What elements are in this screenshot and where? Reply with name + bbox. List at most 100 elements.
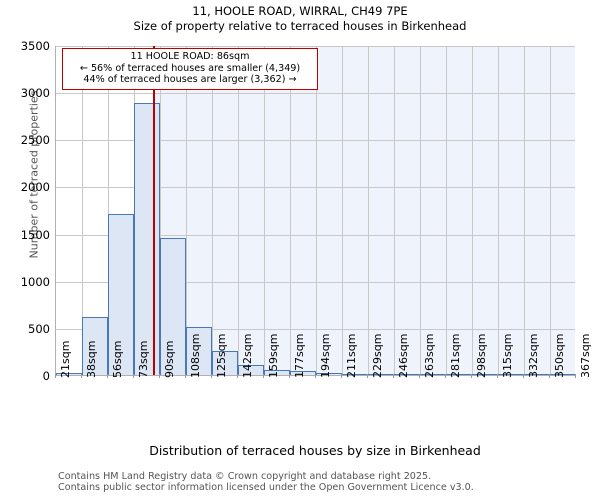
x-axis-tick-mark	[185, 374, 186, 378]
x-axis-tick-label: 367sqm	[579, 333, 592, 378]
gridline-horizontal	[56, 281, 575, 283]
gridline-vertical	[186, 46, 187, 375]
x-axis-tick-mark	[393, 374, 394, 378]
x-axis-tick-label: 159sqm	[267, 333, 280, 378]
plot-area	[55, 46, 576, 376]
gridline-vertical	[212, 46, 213, 375]
x-axis-tick-label: 263sqm	[423, 333, 436, 378]
y-axis-tick-label: 2500	[20, 133, 50, 148]
footer-line-1: Contains HM Land Registry data © Crown c…	[58, 471, 432, 482]
x-axis-tick-mark	[237, 374, 238, 378]
footer-attribution: Contains HM Land Registry data © Crown c…	[58, 471, 598, 493]
gridline-vertical	[160, 46, 161, 375]
chart-title: 11, HOOLE ROAD, WIRRAL, CH49 7PE	[192, 4, 408, 18]
gridline-vertical	[368, 46, 369, 375]
gridline-vertical	[82, 46, 83, 375]
x-axis-title: Distribution of terraced houses by size …	[149, 443, 481, 458]
x-axis-tick-mark	[497, 374, 498, 378]
histogram-bar	[290, 370, 316, 375]
x-axis-tick-label: 281sqm	[449, 333, 462, 378]
x-axis-tick-labels: 21sqm 38sqm 56sqm 73sqm 90sqm 108sqm 125sqm 142…	[55, 334, 592, 438]
gridline-horizontal	[56, 187, 575, 189]
chart-title-block: 11, HOOLE ROAD, WIRRAL, CH49 7PE Size of…	[0, 4, 600, 34]
x-axis-tick-mark	[471, 374, 472, 378]
histogram-bar	[56, 372, 82, 375]
histogram-bar	[186, 326, 212, 375]
y-axis-tick-labels: 0 500 1000 1500 2000 2500 3000 3500	[0, 39, 50, 383]
y-axis-tick-label: 0	[42, 369, 50, 383]
y-axis-tick-label: 3500	[20, 39, 50, 53]
x-axis-tick-label: 177sqm	[293, 333, 306, 378]
y-axis-tick-label: 2000	[20, 180, 50, 195]
y-axis-tick-label: 1500	[20, 227, 50, 242]
x-axis-tick-label: 246sqm	[397, 333, 410, 378]
x-axis-tick-label: 229sqm	[371, 333, 384, 378]
property-size-marker-line	[152, 46, 155, 375]
x-axis-tick-label: 56sqm	[111, 340, 124, 378]
gridline-vertical	[420, 46, 421, 375]
footer-line-2: Contains public sector information licen…	[58, 482, 474, 493]
gridline-horizontal	[56, 93, 575, 95]
x-axis-tick-label: 142sqm	[241, 333, 254, 378]
gridline-horizontal	[56, 328, 575, 330]
gridline-horizontal	[56, 234, 575, 236]
x-axis-tick-mark	[419, 374, 420, 378]
histogram-bar	[238, 365, 264, 375]
x-axis-tick-label: 211sqm	[345, 333, 358, 378]
histogram-bar	[212, 350, 238, 375]
property-annotation-box: 11 HOOLE ROAD: 86sqm ← 56% of terraced h…	[62, 48, 318, 90]
x-axis-tick-label: 38sqm	[85, 340, 98, 378]
x-axis-tick-label: 90sqm	[163, 340, 176, 378]
x-axis-tick-label: 73sqm	[137, 340, 150, 378]
x-axis-tick-label: 298sqm	[475, 333, 488, 378]
gridline-vertical	[342, 46, 343, 375]
x-axis-tick-mark	[289, 374, 290, 378]
x-axis-tick-label: 332sqm	[527, 333, 540, 378]
histogram-bar	[134, 102, 160, 375]
gridline-vertical	[108, 46, 109, 375]
x-axis-tick-mark	[133, 374, 134, 378]
histogram-bar	[82, 316, 108, 375]
x-axis-tick-mark	[211, 374, 212, 378]
x-axis-tick-mark	[315, 374, 316, 378]
histogram-bar	[108, 214, 134, 375]
gridline-vertical	[316, 46, 317, 375]
x-axis-tick-mark	[81, 374, 82, 378]
x-axis-tick-mark	[263, 374, 264, 378]
x-axis-tick-label: 108sqm	[189, 333, 202, 378]
x-axis-tick-mark	[341, 374, 342, 378]
histogram-bar	[160, 238, 186, 375]
y-axis-tick-label: 3000	[20, 86, 50, 101]
x-axis-tick-mark	[575, 374, 576, 378]
y-axis-tick-label: 1000	[20, 274, 50, 289]
gridline-horizontal	[56, 140, 575, 142]
gridline-vertical	[472, 46, 473, 375]
x-axis-tick-label: 21sqm	[59, 340, 72, 378]
x-axis-tick-label: 315sqm	[501, 333, 514, 378]
x-axis-tick-label: 125sqm	[215, 333, 228, 378]
x-axis-tick-mark	[159, 374, 160, 378]
gridline-vertical	[524, 46, 525, 375]
gridline-vertical	[290, 46, 291, 375]
gridline-horizontal	[56, 46, 575, 47]
annotation-line-larger: 44% of terraced houses are larger (3,362…	[83, 74, 297, 85]
x-axis-tick-mark	[367, 374, 368, 378]
gridline-vertical	[550, 46, 551, 375]
x-axis-tick-mark	[523, 374, 524, 378]
chart-subtitle: Size of property relative to terraced ho…	[133, 19, 467, 33]
gridline-vertical	[264, 46, 265, 375]
x-axis-tick-mark	[107, 374, 108, 378]
gridline-vertical	[446, 46, 447, 375]
x-axis-tick-mark	[549, 374, 550, 378]
x-axis-tick-label: 350sqm	[553, 333, 566, 378]
histogram-bar	[264, 369, 290, 375]
gridline-vertical	[498, 46, 499, 375]
x-axis-tick-mark	[55, 374, 56, 378]
x-axis-tick-mark	[445, 374, 446, 378]
x-axis-tick-label: 194sqm	[319, 333, 332, 378]
annotation-line-property: 11 HOOLE ROAD: 86sqm	[130, 51, 250, 62]
gridline-vertical	[238, 46, 239, 375]
annotation-line-smaller: ← 56% of terraced houses are smaller (4,…	[79, 62, 301, 74]
y-axis-tick-label: 500	[28, 321, 50, 336]
